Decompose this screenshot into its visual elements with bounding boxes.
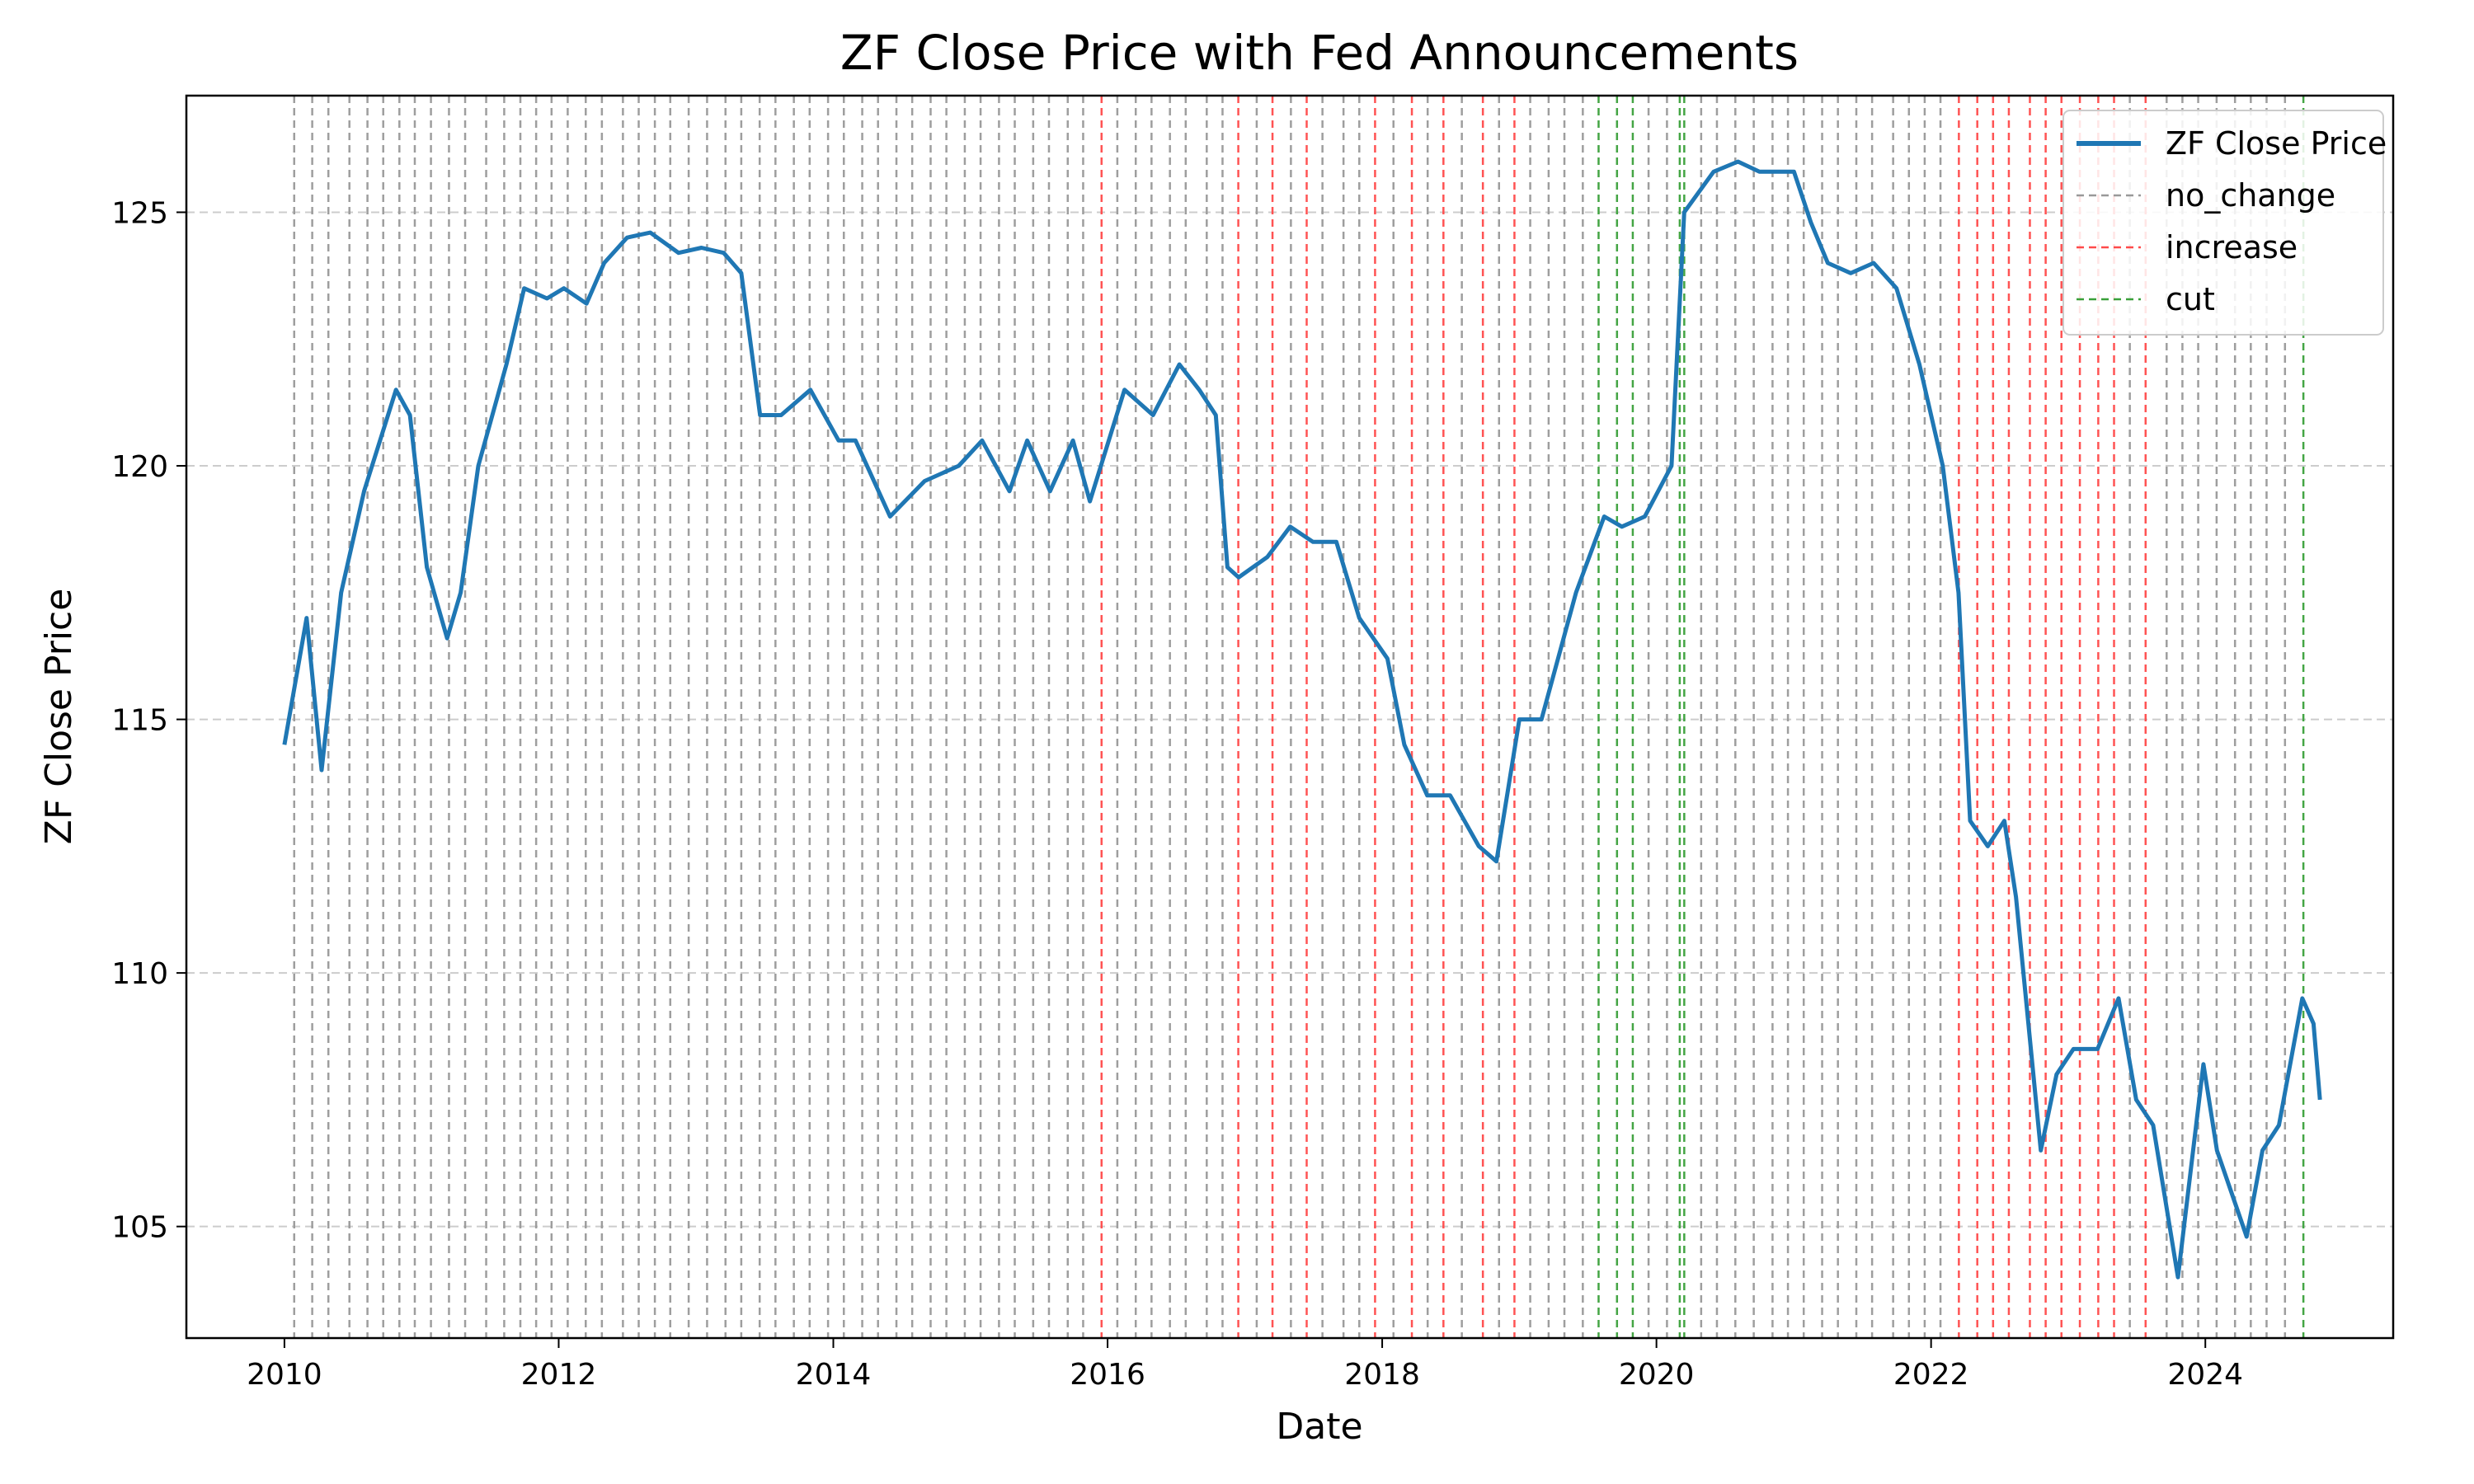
legend-label: ZF Close Price bbox=[2166, 125, 2387, 162]
y-axis: 105 110 115 120 125 bbox=[111, 196, 186, 1245]
series-layer bbox=[282, 159, 2322, 1280]
y-tick-label: 120 bbox=[111, 450, 168, 484]
x-axis-label: Date bbox=[1276, 1406, 1362, 1448]
legend-box bbox=[2062, 110, 2384, 336]
fed-announcement-lines bbox=[293, 96, 2305, 1338]
x-tick-label: 2010 bbox=[247, 1358, 322, 1392]
x-tick-label: 2024 bbox=[2167, 1358, 2243, 1392]
y-tick-label: 125 bbox=[111, 196, 168, 230]
legend-label: cut bbox=[2166, 281, 2215, 317]
chart-title: ZF Close Price with Fed Announcements bbox=[840, 25, 1799, 81]
y-tick-label: 110 bbox=[111, 957, 168, 991]
x-axis: 2010 2012 2014 2016 2018 2020 2022 2024 bbox=[247, 1338, 2243, 1392]
plot-frame bbox=[185, 94, 2395, 1340]
legend-label: increase bbox=[2166, 229, 2298, 265]
legend: ZF Close Price no_change increase cut bbox=[2062, 110, 2387, 336]
y-tick-label: 105 bbox=[111, 1211, 168, 1245]
y-axis-label: ZF Close Price bbox=[38, 589, 80, 845]
x-tick-label: 2016 bbox=[1070, 1358, 1145, 1392]
x-tick-label: 2014 bbox=[796, 1358, 872, 1392]
x-tick-label: 2022 bbox=[1893, 1358, 1969, 1392]
series-line bbox=[282, 159, 2322, 1280]
legend-label: no_change bbox=[2166, 177, 2335, 214]
x-tick-label: 2012 bbox=[521, 1358, 597, 1392]
x-tick-label: 2018 bbox=[1344, 1358, 1420, 1392]
y-tick-label: 115 bbox=[111, 704, 168, 738]
x-tick-label: 2020 bbox=[1619, 1358, 1695, 1392]
